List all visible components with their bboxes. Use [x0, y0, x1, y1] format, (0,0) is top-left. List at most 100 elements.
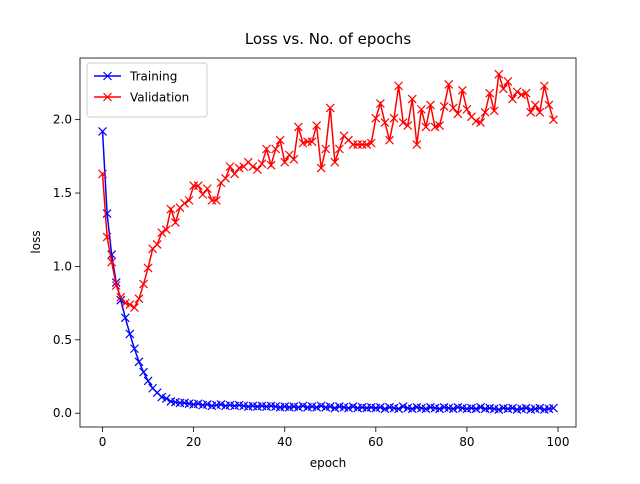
point-marker: [366, 138, 376, 148]
point-marker: [130, 303, 139, 312]
point-marker: [435, 121, 445, 130]
point-marker: [457, 85, 467, 95]
point-marker: [170, 217, 180, 227]
x-tick-label: 0: [99, 435, 107, 449]
legend-label: Training: [129, 70, 177, 84]
point-marker: [143, 376, 153, 386]
point-marker: [334, 144, 344, 154]
point-marker: [198, 190, 208, 199]
point-marker: [476, 118, 486, 128]
point-marker: [453, 109, 463, 119]
point-marker: [225, 162, 235, 172]
point-marker: [526, 107, 536, 117]
point-marker: [508, 94, 517, 104]
point-marker: [230, 169, 240, 179]
point-marker: [394, 81, 404, 91]
point-marker: [293, 122, 303, 132]
point-marker: [398, 118, 408, 128]
point-marker: [143, 263, 153, 273]
y-tick-label: 1.0: [53, 259, 72, 273]
point-marker: [307, 137, 317, 147]
point-marker: [485, 88, 495, 98]
y-tick-label: 0.5: [53, 333, 72, 347]
line: [101, 73, 555, 309]
x-tick-label: 40: [277, 435, 292, 449]
point-marker: [389, 113, 399, 123]
point-marker: [125, 329, 135, 339]
point-marker: [280, 157, 290, 167]
point-marker: [407, 94, 417, 104]
line: [101, 131, 554, 411]
point-marker: [202, 184, 212, 194]
x-axis-label: epoch: [310, 456, 347, 470]
point-marker: [462, 104, 472, 114]
point-marker: [321, 144, 331, 154]
point-marker: [444, 79, 454, 89]
point-marker: [166, 204, 176, 214]
y-tick-label: 2.0: [53, 113, 72, 127]
point-marker: [193, 181, 203, 191]
point-marker: [426, 100, 435, 110]
point-marker: [180, 198, 189, 208]
point-marker: [266, 160, 276, 170]
point-marker: [157, 228, 167, 238]
point-marker: [544, 100, 554, 110]
plot-frame: [79, 57, 577, 428]
point-marker: [530, 100, 540, 110]
point-marker: [448, 103, 458, 113]
point-marker: [161, 225, 171, 235]
point-marker: [421, 122, 431, 132]
x-tick-label: 60: [368, 435, 383, 449]
point-marker: [211, 195, 221, 205]
point-marker: [371, 113, 381, 123]
point-marker: [102, 232, 112, 242]
point-marker: [111, 281, 121, 290]
point-marker: [494, 69, 504, 79]
point-marker: [394, 404, 404, 414]
point-marker: [125, 300, 135, 310]
point-marker: [275, 135, 285, 145]
point-marker: [262, 144, 271, 154]
x-tick-label: 80: [459, 435, 474, 449]
point-marker: [412, 140, 422, 150]
point-marker: [439, 102, 449, 111]
point-marker: [312, 121, 322, 130]
point-marker: [120, 313, 130, 323]
point-marker: [539, 81, 549, 91]
point-marker: [139, 367, 148, 377]
point-marker: [252, 165, 262, 174]
point-marker: [498, 84, 508, 94]
point-marker: [549, 115, 558, 125]
point-marker: [289, 154, 299, 164]
y-axis-label: loss: [29, 230, 43, 253]
point-marker: [116, 292, 126, 302]
point-marker: [98, 126, 107, 136]
point-marker: [375, 99, 385, 108]
point-marker: [403, 121, 413, 130]
point-marker: [489, 106, 499, 116]
point-marker: [325, 103, 335, 113]
point-marker: [139, 279, 148, 289]
point-marker: [521, 88, 531, 98]
point-marker: [549, 403, 558, 413]
chart-title: Loss vs. No. of epochs: [245, 30, 411, 48]
point-marker: [107, 250, 117, 260]
y-tick-label: 0.0: [53, 406, 72, 420]
point-marker: [535, 107, 545, 117]
point-marker: [480, 107, 490, 117]
point-marker: [416, 104, 426, 114]
point-marker: [130, 344, 139, 354]
point-marker: [134, 357, 144, 367]
point-marker: [271, 144, 281, 154]
legend: Training Validation: [86, 62, 208, 118]
point-marker: [380, 118, 390, 128]
point-marker: [385, 135, 394, 145]
y-tick-label: 1.5: [53, 186, 72, 200]
point-marker: [503, 77, 513, 86]
x-tick-label: 20: [186, 435, 201, 449]
legend-label: Validation: [130, 91, 189, 105]
point-marker: [316, 163, 326, 173]
point-marker: [161, 394, 171, 403]
point-marker: [102, 209, 112, 219]
